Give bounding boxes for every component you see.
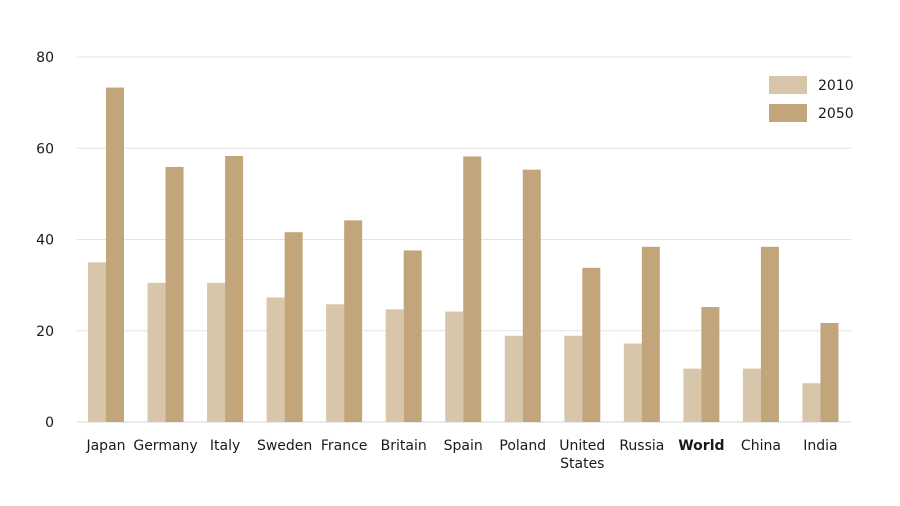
legend-label-2010: 2010 [818, 78, 854, 94]
x-axis-categories: Japan Germany Italy Sweden France Britain Spai… [85, 438, 837, 472]
x-category-label-line: France [321, 438, 368, 454]
bar-2010-france [326, 304, 345, 422]
y-axis-ticks: 0 20 40 60 80 [36, 50, 54, 431]
bar-2010-japan [88, 262, 106, 422]
bar-2010-germany [147, 282, 166, 422]
y-tick-label: 80 [36, 50, 54, 66]
bar-2050-india [820, 322, 839, 422]
x-category-label-line: Italy [210, 438, 240, 454]
x-category-label: Italy [210, 438, 240, 454]
x-category-label: Japan [85, 438, 125, 454]
bar-2050-poland [522, 169, 541, 422]
x-category-label-line: Japan [85, 438, 125, 454]
x-category-label: United States [559, 438, 605, 472]
x-category-label-line: Russia [619, 438, 664, 454]
bar-2050-britain [403, 250, 422, 422]
legend-label-2050: 2050 [818, 106, 854, 122]
bar-2050-china [760, 246, 779, 422]
legend-swatch-2010 [769, 76, 807, 94]
legend: 2010 2050 [769, 76, 854, 122]
x-category-label: Poland [499, 438, 546, 454]
bar-2050-spain [463, 156, 482, 422]
bar-2010-russia [623, 343, 642, 422]
x-category-label-line: Poland [499, 438, 546, 454]
x-category-label: Spain [444, 438, 483, 454]
y-tick-label: 0 [45, 415, 54, 431]
x-category-label: Britain [381, 438, 427, 454]
bar-2010-poland [504, 335, 523, 422]
x-category-label: Germany [133, 438, 197, 454]
x-category-label-line: States [560, 456, 604, 472]
x-category-label: India [803, 438, 837, 454]
x-category-label-line: China [741, 438, 781, 454]
bar-2050-germany [165, 166, 184, 422]
x-category-label-line: Britain [381, 438, 427, 454]
bar-2010-spain [445, 311, 464, 422]
bar-2010-india [802, 383, 821, 422]
bar-2010-italy [207, 282, 226, 422]
bars [88, 87, 839, 422]
x-category-label: Sweden [257, 438, 312, 454]
legend-swatch-2050 [769, 104, 807, 122]
x-category-label-line: Sweden [257, 438, 312, 454]
x-category-label-line: Germany [133, 438, 197, 454]
y-tick-label: 60 [36, 141, 54, 157]
x-category-label-line: United [559, 438, 605, 454]
x-category-label: China [741, 438, 781, 454]
x-category-label-line: India [803, 438, 837, 454]
x-category-label-line: Spain [444, 438, 483, 454]
bar-2010-world [683, 368, 702, 422]
y-tick-label: 20 [36, 324, 54, 340]
bar-2050-united-states [582, 267, 601, 422]
bar-2050-france [344, 220, 363, 422]
bar-2050-italy [225, 156, 244, 422]
bar-2010-britain [385, 309, 404, 422]
bar-2050-world [701, 307, 720, 422]
x-category-label: France [321, 438, 368, 454]
bar-2010-united-states [564, 335, 583, 422]
bar-2010-china [742, 368, 761, 422]
bar-2010-sweden [266, 297, 285, 422]
bar-2050-japan [106, 87, 124, 422]
bar-2050-sweden [284, 232, 303, 422]
x-category-label: World [678, 438, 724, 454]
bar-2050-russia [641, 246, 660, 422]
x-category-label-line: World [678, 438, 724, 454]
y-tick-label: 40 [36, 233, 54, 249]
x-category-label: Russia [619, 438, 664, 454]
